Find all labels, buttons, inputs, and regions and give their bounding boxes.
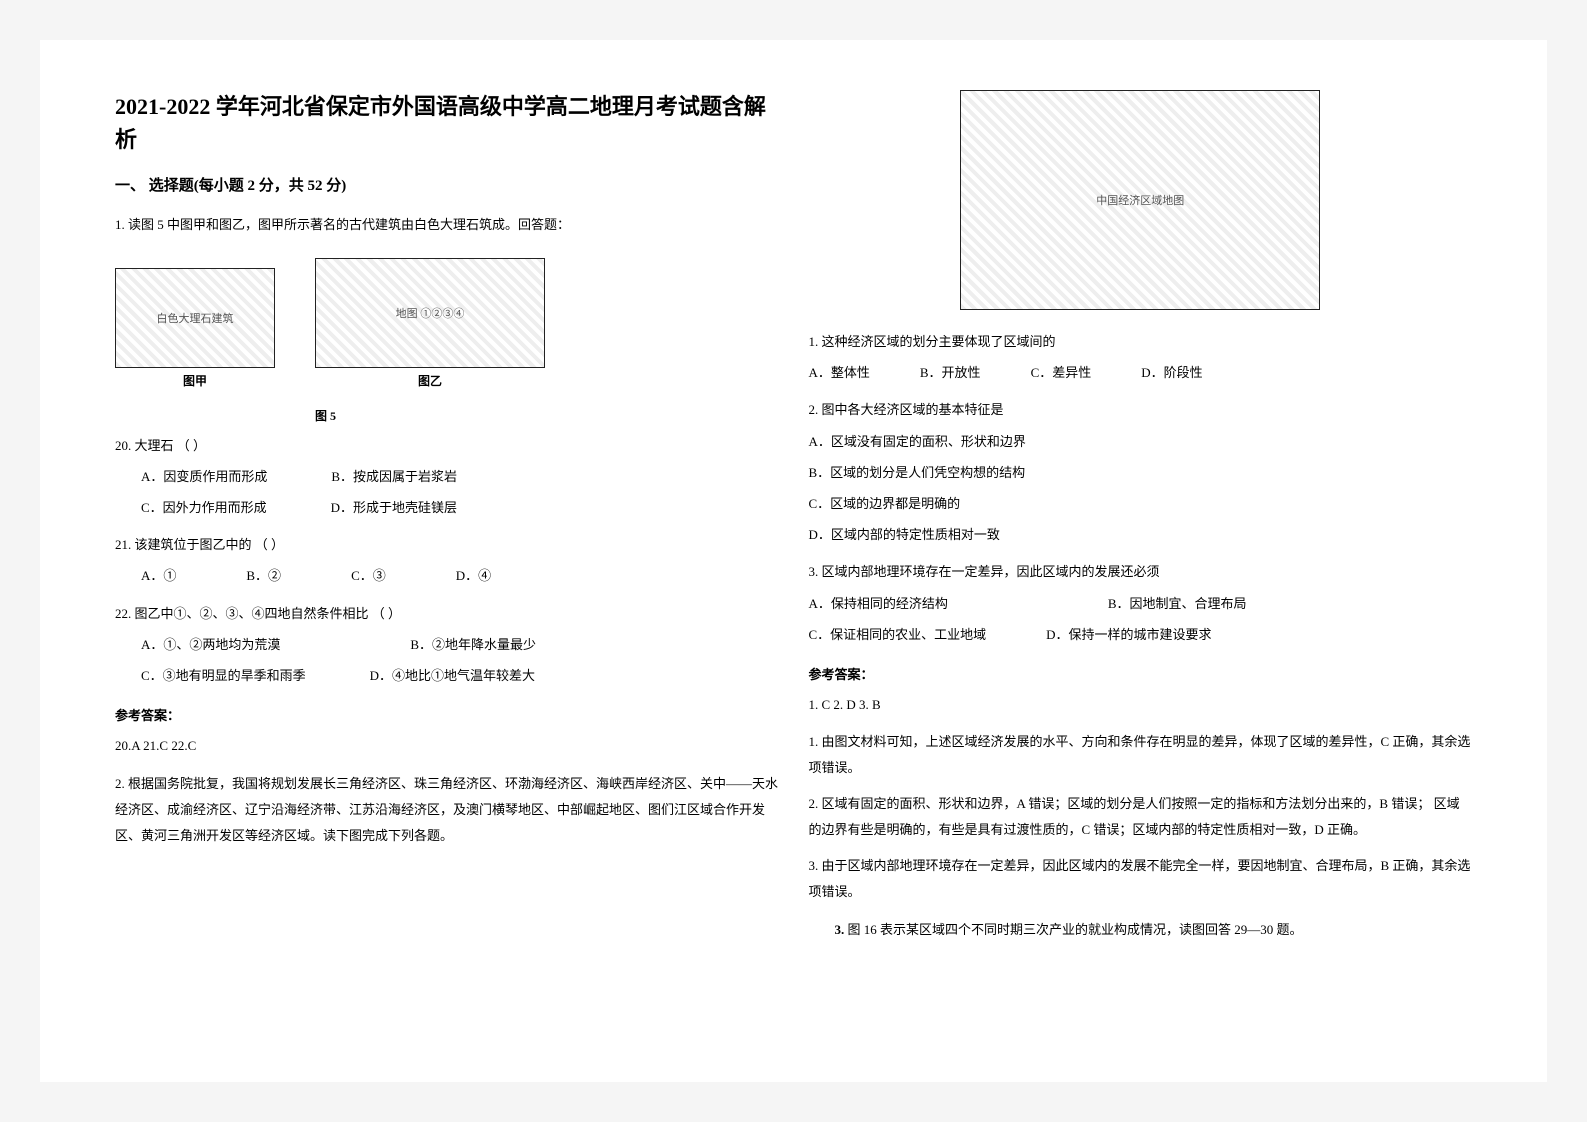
q3-intro-text: 图 16 表示某区域四个不同时期三次产业的就业构成情况，读图回答 29—30 题… [848, 922, 1303, 937]
figure-left-label: 图甲 [115, 372, 275, 389]
q2-sub2: 2. 图中各大经济区域的基本特征是 [809, 394, 1473, 425]
q1-sub21-d: D．④ [456, 560, 491, 591]
q1-intro: 1. 读图 5 中图甲和图乙，图甲所示著名的古代建筑由白色大理石筑成。回答题： [115, 211, 779, 240]
q1-sub20-c: C．因外力作用而形成 [141, 492, 267, 523]
q2-sub3-d: D．保持一样的城市建设要求 [1046, 619, 1211, 650]
q2-sub2-b: B．区域的划分是人们凭空构想的结构 [809, 457, 1473, 488]
q2-sub3-c: C．保证相同的农业、工业地域 [809, 619, 987, 650]
left-column: 2021-2022 学年河北省保定市外国语高级中学高二地理月考试题含解析 一、 … [100, 90, 794, 1032]
q2-explain2: 2. 区域有固定的面积、形状和边界，A 错误；区域的划分是人们按照一定的指标和方… [809, 791, 1473, 843]
q1-answer: 20.A 21.C 22.C [115, 732, 779, 761]
q1-answer-heading: 参考答案： [115, 705, 779, 724]
q2-sub3-options: A．保持相同的经济结构 B．因地制宜、合理布局 C．保证相同的农业、工业地域 D… [809, 588, 1473, 650]
page-title: 2021-2022 学年河北省保定市外国语高级中学高二地理月考试题含解析 [115, 90, 779, 156]
q2-explain1: 1. 由图文材料可知，上述区域经济发展的水平、方向和条件存在明显的差异，体现了区… [809, 729, 1473, 781]
q2-intro: 2. 根据国务院批复，我国将规划发展长三角经济区、珠三角经济区、环渤海经济区、海… [115, 771, 779, 849]
q2-sub2-c: C．区域的边界都是明确的 [809, 488, 1473, 519]
q2-sub2-a: A．区域没有固定的面积、形状和边界 [809, 426, 1473, 457]
q2-sub1-a: A．整体性 [809, 357, 870, 388]
q2-answer: 1. C 2. D 3. B [809, 691, 1473, 720]
q3-number: 3. [835, 922, 845, 937]
q1-sub20-b: B．按成因属于岩浆岩 [331, 461, 457, 492]
q1-sub20: 20. 大理石 （ ） [115, 430, 779, 461]
q1-sub22-c: C．③地有明显的旱季和雨季 [141, 660, 306, 691]
q1-sub22-options: A．①、②两地均为荒漠 B．②地年降水量最少 C．③地有明显的旱季和雨季 D．④… [115, 629, 779, 691]
q2-map-image: 中国经济区域地图 [960, 90, 1320, 310]
section-heading: 一、 选择题(每小题 2 分，共 52 分) [115, 174, 779, 195]
q1-sub21-a: A．① [141, 560, 176, 591]
figure-number: 图 5 [115, 407, 779, 424]
q2-sub1: 1. 这种经济区域的划分主要体现了区域间的 [809, 326, 1473, 357]
q2-sub1-options: A．整体性 B．开放性 C．差异性 D．阶段性 [809, 357, 1473, 388]
q2-sub3-a: A．保持相同的经济结构 [809, 588, 948, 619]
q2-sub3: 3. 区域内部地理环境存在一定差异，因此区域内的发展还必须 [809, 556, 1473, 587]
q3-intro: 3. 图 16 表示某区域四个不同时期三次产业的就业构成情况，读图回答 29—3… [809, 917, 1473, 943]
q1-sub22-d: D．④地比①地气温年较差大 [370, 660, 535, 691]
q2-sub1-c: C．差异性 [1031, 357, 1092, 388]
figure-right-label: 图乙 [315, 372, 545, 389]
figure-left: 白色大理石建筑 图甲 [115, 268, 275, 389]
q1-sub20-d: D．形成于地壳硅镁层 [331, 492, 457, 523]
right-column: 中国经济区域地图 1. 这种经济区域的划分主要体现了区域间的 A．整体性 B．开… [794, 90, 1488, 1032]
q2-sub1-d: D．阶段性 [1141, 357, 1202, 388]
q1-sub21-options: A．① B．② C．③ D．④ [115, 560, 779, 591]
q1-sub22-a: A．①、②两地均为荒漠 [141, 629, 280, 660]
q1-sub21: 21. 该建筑位于图乙中的 （ ） [115, 529, 779, 560]
figure-right-image: 地图 ①②③④ [315, 258, 545, 368]
q2-sub3-b: B．因地制宜、合理布局 [1108, 588, 1247, 619]
figure-right: 地图 ①②③④ 图乙 [315, 258, 545, 389]
figure-left-image: 白色大理石建筑 [115, 268, 275, 368]
q1-sub22: 22. 图乙中①、②、③、④四地自然条件相比 （ ） [115, 598, 779, 629]
q1-sub20-options: A．因变质作用而形成 B．按成因属于岩浆岩 C．因外力作用而形成 D．形成于地壳… [115, 461, 779, 523]
exam-page: 2021-2022 学年河北省保定市外国语高级中学高二地理月考试题含解析 一、 … [40, 40, 1547, 1082]
q2-sub2-d: D．区域内部的特定性质相对一致 [809, 519, 1473, 550]
q1-sub20-a: A．因变质作用而形成 [141, 461, 267, 492]
q1-figure-row: 白色大理石建筑 图甲 地图 ①②③④ 图乙 [115, 258, 779, 389]
q2-answer-heading: 参考答案： [809, 664, 1473, 683]
q1-sub21-b: B．② [246, 560, 281, 591]
q1-sub21-c: C．③ [351, 560, 386, 591]
q2-explain3: 3. 由于区域内部地理环境存在一定差异，因此区域内的发展不能完全一样，要因地制宜… [809, 853, 1473, 905]
q2-sub2-options: A．区域没有固定的面积、形状和边界 B．区域的划分是人们凭空构想的结构 C．区域… [809, 426, 1473, 551]
q2-sub1-b: B．开放性 [920, 357, 981, 388]
q1-sub22-b: B．②地年降水量最少 [410, 629, 536, 660]
